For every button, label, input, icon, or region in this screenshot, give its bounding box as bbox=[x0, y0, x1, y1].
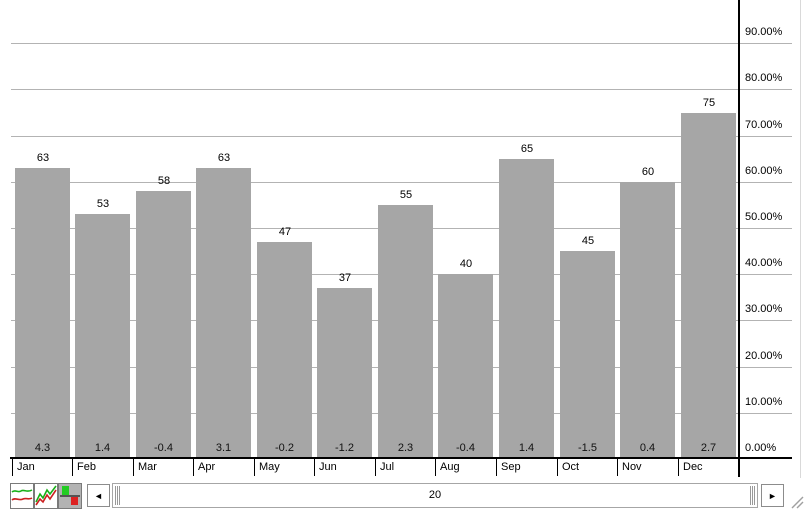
y-axis-tick-label: 40.00% bbox=[745, 257, 783, 269]
x-axis-month-label: May bbox=[259, 461, 280, 473]
bar-value-label: 45 bbox=[581, 235, 595, 247]
bar-nov bbox=[620, 182, 675, 459]
bar-value-label: 55 bbox=[399, 189, 413, 201]
bar-dec bbox=[681, 113, 736, 459]
bar-value-label: 58 bbox=[157, 175, 171, 187]
left-arrow-icon: ◄ bbox=[94, 490, 103, 501]
gridline bbox=[11, 43, 792, 44]
x-axis-tick bbox=[496, 459, 497, 476]
x-axis-month-label: Feb bbox=[77, 461, 96, 473]
x-axis-tick bbox=[314, 459, 315, 476]
scrollbar-track[interactable]: 20 bbox=[112, 483, 758, 508]
bar-jan bbox=[15, 168, 70, 459]
bar-footer-value: 0.4 bbox=[639, 442, 656, 454]
x-axis-tick bbox=[254, 459, 255, 476]
scrollbar-left-grip[interactable] bbox=[115, 486, 120, 505]
gridline bbox=[11, 182, 792, 183]
bar-mar bbox=[136, 191, 191, 459]
x-axis-month-label: Sep bbox=[501, 461, 521, 473]
bar-footer-value: 1.4 bbox=[94, 442, 111, 454]
y-axis-tick-label: 80.00% bbox=[745, 72, 783, 84]
bar-aug bbox=[438, 274, 493, 459]
x-axis-month-label: Nov bbox=[622, 461, 642, 473]
y-axis-tick-label: 10.00% bbox=[745, 396, 783, 408]
scroll-left-button[interactable]: ◄ bbox=[87, 484, 110, 507]
x-axis-tick bbox=[133, 459, 134, 476]
bar-value-label: 47 bbox=[278, 226, 292, 238]
x-axis-tick bbox=[375, 459, 376, 476]
x-axis-month-label: Jul bbox=[380, 461, 395, 473]
y-axis-line bbox=[738, 0, 740, 477]
panel-right-border bbox=[800, 0, 801, 478]
gridline bbox=[11, 89, 792, 90]
y-axis-tick-label: 0.00% bbox=[745, 442, 777, 454]
x-axis-tick bbox=[72, 459, 73, 476]
bar-jul bbox=[378, 205, 433, 459]
scrollbar-right-grip[interactable] bbox=[750, 486, 755, 505]
bar-footer-value: -0.4 bbox=[456, 442, 475, 454]
resize-grip-icon[interactable] bbox=[789, 494, 805, 510]
smooth-line-chart-icon bbox=[11, 489, 33, 501]
bar-value-label: 63 bbox=[217, 152, 231, 164]
green-red-squares-chart-icon bbox=[60, 486, 80, 505]
x-axis-tick bbox=[193, 459, 194, 476]
y-axis-tick-label: 70.00% bbox=[745, 119, 783, 131]
scrollbar-value: 20 bbox=[428, 489, 442, 501]
bar-value-label: 40 bbox=[459, 258, 473, 270]
zigzag-line-chart-icon bbox=[35, 485, 57, 506]
bar-footer-value: -1.5 bbox=[578, 442, 597, 454]
bar-apr bbox=[196, 168, 251, 459]
x-axis-tick bbox=[617, 459, 618, 476]
bar-value-label: 65 bbox=[520, 143, 534, 155]
bar-value-label: 53 bbox=[96, 198, 110, 210]
y-axis-tick-label: 90.00% bbox=[745, 26, 783, 38]
bar-footer-value: 2.3 bbox=[397, 442, 414, 454]
x-axis-line bbox=[10, 457, 792, 459]
bar-jun bbox=[317, 288, 372, 459]
bar-footer-value: 3.1 bbox=[215, 442, 232, 454]
bar-footer-value: 4.3 bbox=[34, 442, 51, 454]
scroll-right-button[interactable]: ► bbox=[761, 484, 784, 507]
bar-footer-value: -0.2 bbox=[275, 442, 294, 454]
x-axis-tick bbox=[678, 459, 679, 476]
x-axis-month-label: Jan bbox=[17, 461, 35, 473]
x-axis-month-label: Apr bbox=[198, 461, 216, 473]
x-axis-tick bbox=[557, 459, 558, 476]
x-axis-month-label: Aug bbox=[440, 461, 460, 473]
squares-chart-button[interactable] bbox=[58, 483, 82, 509]
y-axis-tick-label: 60.00% bbox=[745, 165, 783, 177]
bar-oct bbox=[560, 251, 615, 459]
bar-footer-value: -1.2 bbox=[335, 442, 354, 454]
smooth-line-chart-button[interactable] bbox=[10, 483, 34, 509]
y-axis-tick-label: 30.00% bbox=[745, 303, 783, 315]
x-axis-tick bbox=[435, 459, 436, 476]
bar-value-label: 75 bbox=[702, 97, 716, 109]
bar-footer-value: -0.4 bbox=[154, 442, 173, 454]
gridline bbox=[11, 136, 792, 137]
y-axis-tick-label: 50.00% bbox=[745, 211, 783, 223]
zigzag-line-chart-button[interactable] bbox=[34, 483, 58, 509]
bar-footer-value: 1.4 bbox=[518, 442, 535, 454]
bar-footer-value: 2.7 bbox=[700, 442, 717, 454]
right-arrow-icon: ► bbox=[768, 490, 777, 501]
y-axis-tick-label: 20.00% bbox=[745, 350, 783, 362]
x-axis-tick bbox=[12, 459, 13, 476]
bar-value-label: 60 bbox=[641, 166, 655, 178]
x-axis-month-label: Dec bbox=[683, 461, 703, 473]
x-axis-month-label: Jun bbox=[319, 461, 337, 473]
bar-feb bbox=[75, 214, 130, 459]
bar-value-label: 63 bbox=[36, 152, 50, 164]
x-axis-month-label: Mar bbox=[138, 461, 157, 473]
bar-sep bbox=[499, 159, 554, 459]
bar-may bbox=[257, 242, 312, 459]
bar-value-label: 37 bbox=[338, 272, 352, 284]
x-axis-month-label: Oct bbox=[562, 461, 580, 473]
